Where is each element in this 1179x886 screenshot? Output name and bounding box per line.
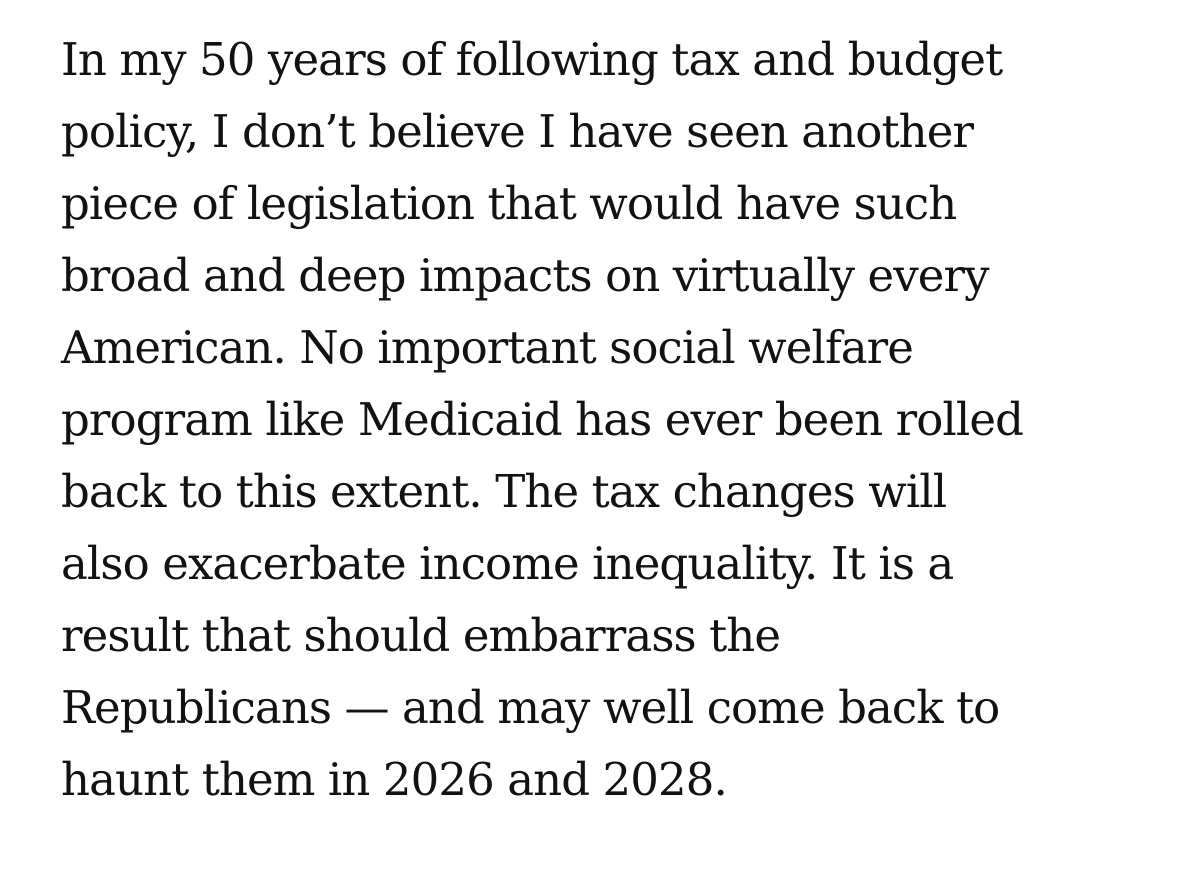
article-paragraph: In my 50 years of following tax and budg… (61, 24, 1171, 816)
paragraph-line: program like Medicaid has ever been roll… (61, 393, 1024, 446)
paragraph-line: result that should embarrass the (61, 609, 781, 662)
paragraph-line: also exacerbate income inequality. It is… (61, 537, 954, 590)
paragraph-line: Republicans — and may well come back to (61, 681, 1000, 734)
paragraph-line: piece of legislation that would have suc… (61, 177, 957, 230)
paragraph-line: policy, I don’t believe I have seen anot… (61, 105, 974, 158)
paragraph-line: broad and deep impacts on virtually ever… (61, 249, 990, 302)
paragraph-line: haunt them in 2026 and 2028. (61, 753, 728, 806)
paragraph-line: American. No important social welfare (61, 321, 914, 374)
paragraph-line: back to this extent. The tax changes wil… (61, 465, 947, 518)
paragraph-line: In my 50 years of following tax and budg… (61, 33, 1003, 86)
